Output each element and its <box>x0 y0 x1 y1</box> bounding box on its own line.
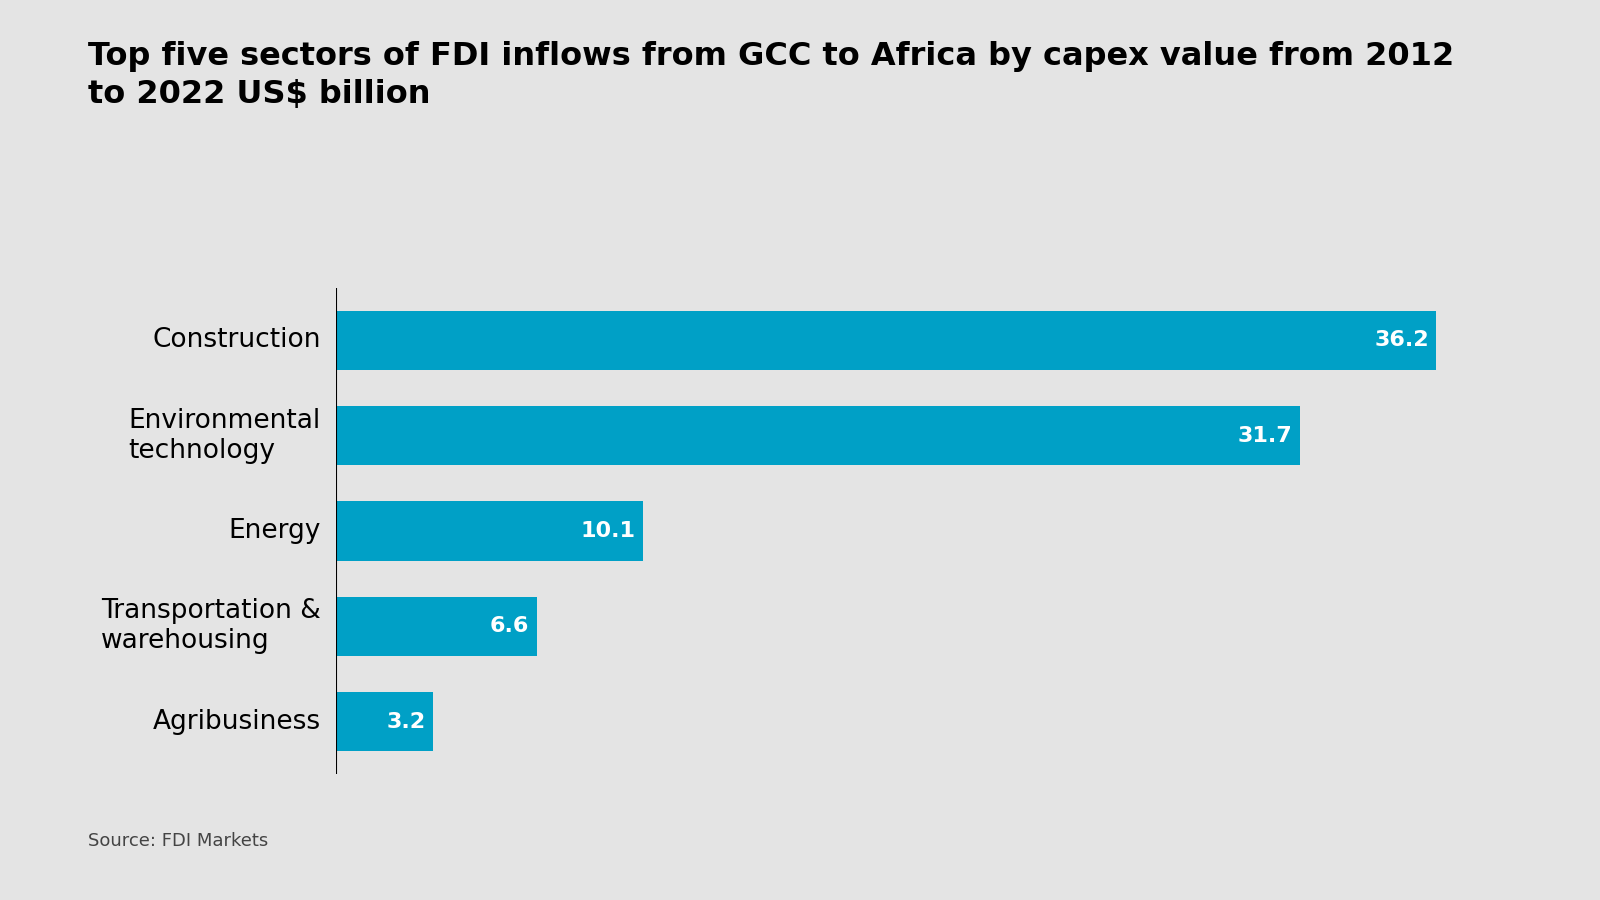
Bar <box>336 406 1299 465</box>
Text: Top five sectors of FDI inflows from GCC to Africa by capex value from 2012
to 2: Top five sectors of FDI inflows from GCC… <box>88 40 1454 110</box>
Text: 36.2: 36.2 <box>1374 330 1429 350</box>
Text: Source: FDI Markets: Source: FDI Markets <box>88 832 269 850</box>
Bar <box>336 692 434 752</box>
Text: Transportation &
warehousing: Transportation & warehousing <box>101 598 320 654</box>
Text: Energy: Energy <box>229 518 320 544</box>
Text: 3.2: 3.2 <box>387 712 426 732</box>
Text: 6.6: 6.6 <box>490 616 530 636</box>
Text: 31.7: 31.7 <box>1237 426 1293 446</box>
Text: 10.1: 10.1 <box>581 521 635 541</box>
Bar <box>336 597 536 656</box>
Text: Construction: Construction <box>152 328 320 354</box>
Bar <box>336 501 643 561</box>
Text: Agribusiness: Agribusiness <box>152 708 320 734</box>
Bar <box>336 310 1437 370</box>
Text: Environmental
technology: Environmental technology <box>128 408 320 464</box>
